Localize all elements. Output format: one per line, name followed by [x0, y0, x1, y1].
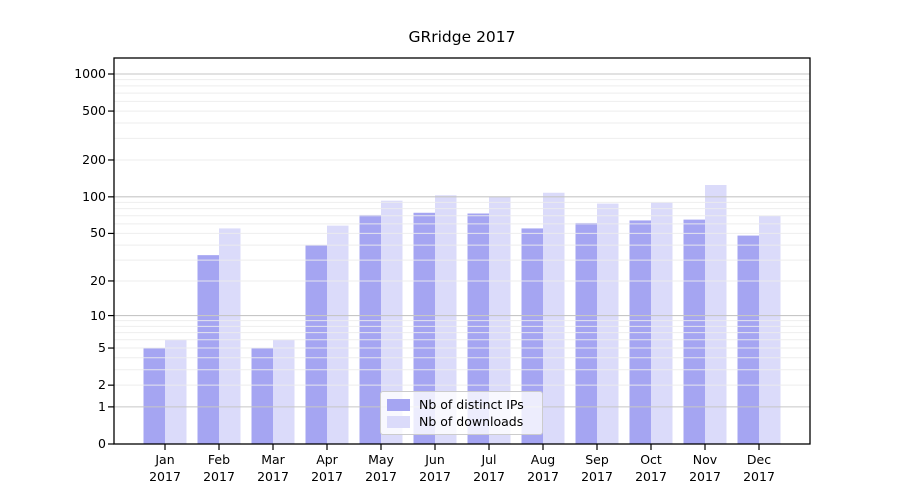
y-tick-label-2: 2 [98, 377, 106, 393]
chart-title: GRridge 2017 [408, 28, 516, 46]
y-tick-label-20: 20 [90, 272, 106, 288]
x-tick-label-aug: Aug 2017 [527, 452, 559, 484]
y-tick-label-1: 1 [98, 398, 106, 414]
legend-swatch-downloads [387, 415, 410, 428]
bar-mar-downloads [273, 339, 295, 444]
x-tick-label-may: May 2017 [365, 452, 397, 484]
bar-jan-downloads [165, 339, 187, 444]
plot-frame [113, 57, 811, 445]
y-tick-label-500: 500 [82, 103, 106, 119]
bar-nov-downloads [705, 184, 727, 445]
bar-may-downloads [381, 200, 403, 444]
x-tick-label-jun: Jun 2017 [419, 452, 451, 484]
bar-apr-downloads [327, 225, 349, 444]
x-tick-label-jan: Jan 2017 [149, 452, 181, 484]
legend-label-downloads: Nb of downloads [419, 414, 524, 429]
x-tick-label-feb: Feb 2017 [203, 452, 235, 484]
bar-nov-distinct-ips [683, 219, 705, 444]
x-tick-label-oct: Oct 2017 [635, 452, 667, 484]
y-tick-label-50: 50 [90, 225, 106, 241]
bar-feb-downloads [219, 228, 241, 444]
x-tick-label-dec: Dec 2017 [743, 452, 775, 484]
x-tick-label-jul: Jul 2017 [473, 452, 505, 484]
y-tick-label-200: 200 [82, 151, 106, 167]
bar-oct-downloads [651, 202, 673, 444]
bar-aug-distinct-ips [521, 228, 543, 444]
x-tick-label-apr: Apr 2017 [311, 452, 343, 484]
bar-may-distinct-ips [359, 214, 381, 444]
x-tick-label-sep: Sep 2017 [581, 452, 613, 484]
bar-aug-downloads [543, 192, 565, 444]
bar-jul-distinct-ips [467, 213, 489, 444]
y-tick-label-10: 10 [90, 307, 106, 323]
bar-dec-downloads [759, 215, 781, 444]
y-tick-label-100: 100 [82, 188, 106, 204]
x-tick-label-nov: Nov 2017 [689, 452, 721, 484]
y-tick-label-0: 0 [98, 436, 106, 451]
bar-mar-distinct-ips [251, 348, 273, 444]
legend-item-downloads: Nb of downloads [387, 415, 542, 428]
bar-jun-downloads [435, 195, 457, 444]
y-tick-label-1000: 1000 [74, 66, 106, 81]
bar-sep-distinct-ips [575, 222, 597, 444]
bar-feb-distinct-ips [197, 255, 219, 444]
bar-sep-downloads [597, 203, 619, 444]
legend-item-distinct-ips: Nb of distinct IPs [387, 398, 542, 411]
y-tick-label-5: 5 [98, 340, 106, 356]
bar-jun-distinct-ips [413, 212, 435, 444]
legend-swatch-distinct-ips [387, 398, 410, 411]
x-tick-label-mar: Mar 2017 [257, 452, 289, 484]
legend-label-distinct-ips: Nb of distinct IPs [419, 397, 524, 412]
bar-jan-distinct-ips [143, 348, 165, 444]
legend: Nb of distinct IPs Nb of downloads [380, 391, 543, 435]
bar-apr-distinct-ips [305, 245, 327, 444]
